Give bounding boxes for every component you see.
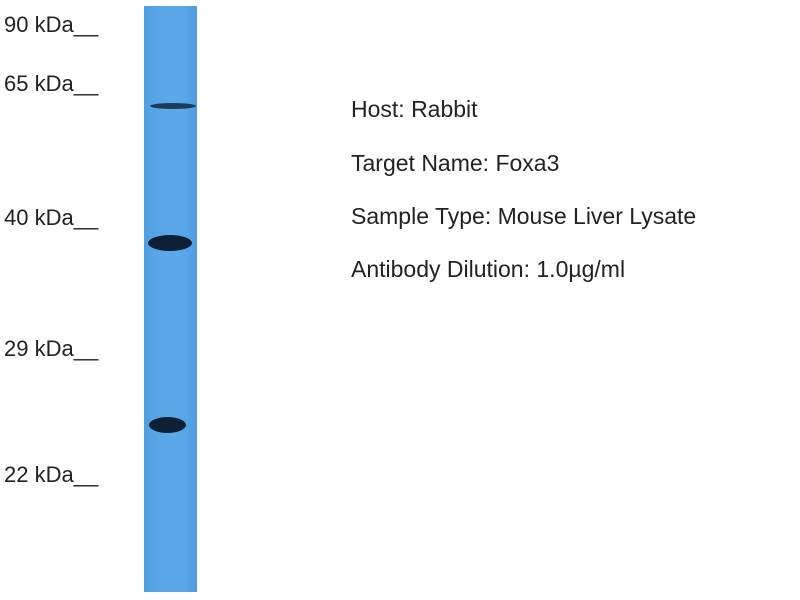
marker-90kda: 90 kDa__ xyxy=(4,12,99,37)
target-name-label: Target Name: Foxa3 xyxy=(351,150,560,176)
band-top xyxy=(150,103,196,109)
band-middle xyxy=(148,235,192,251)
band-bottom xyxy=(149,417,186,433)
blot-lane xyxy=(144,6,197,592)
marker-65kda: 65 kDa__ xyxy=(4,71,99,96)
marker-40kda: 40 kDa__ xyxy=(4,205,99,230)
marker-22kda: 22 kDa__ xyxy=(4,462,99,487)
host-label: Host: Rabbit xyxy=(351,96,478,122)
antibody-dilution-label: Antibody Dilution: 1.0µg/ml xyxy=(351,256,626,282)
sample-type-label: Sample Type: Mouse Liver Lysate xyxy=(351,203,697,229)
marker-29kda: 29 kDa__ xyxy=(4,336,99,361)
